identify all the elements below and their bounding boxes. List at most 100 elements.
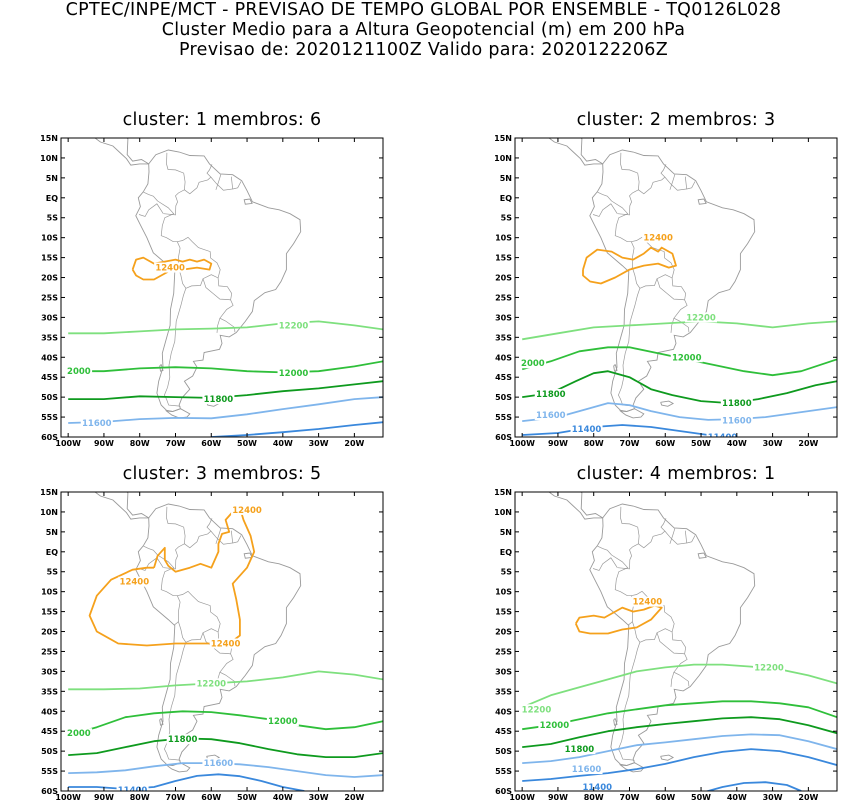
lat-label: 35S (41, 687, 58, 696)
coastline (580, 138, 603, 165)
lon-label: 60W (655, 793, 675, 802)
lat-label: 10N (494, 508, 512, 517)
coastline (589, 503, 756, 766)
contour-11800 (522, 370, 837, 404)
lat-label: 30S (41, 313, 58, 322)
lon-label: 20W (798, 793, 818, 802)
contour-label-bg (231, 504, 264, 515)
contour-11400 (522, 424, 737, 437)
country-border (617, 152, 640, 216)
lat-label: 50S (41, 747, 58, 756)
lon-label: 70W (620, 793, 640, 802)
lat-label: 45S (41, 727, 58, 736)
contour-label-bg (118, 576, 151, 587)
lat-label: 30S (495, 667, 512, 676)
panel-title: cluster: 1 membros: 6 (122, 110, 322, 130)
lat-label: 55S (495, 767, 512, 776)
lat-label: 5S (501, 568, 513, 577)
country-border (592, 557, 618, 571)
lon-label: 30W (309, 439, 329, 448)
country-border (664, 530, 688, 545)
country-border (638, 518, 667, 549)
lat-label: 60S (495, 433, 512, 442)
country-border (216, 318, 221, 333)
lat-label: 5N (500, 174, 512, 183)
country-border (597, 545, 612, 556)
map-frame (514, 491, 838, 792)
lat-label: 25S (41, 293, 58, 302)
lat-label: 10N (494, 154, 512, 163)
contour-label-bg (519, 358, 547, 369)
coastline (159, 718, 164, 726)
contour-11400 (522, 748, 837, 782)
coastline (135, 503, 302, 766)
contour-11400 (211, 421, 383, 437)
contour-12200 (521, 663, 837, 709)
cluster-panel-2: cluster: 2 membros: 3 12400 12200 2000 1200… (454, 110, 847, 450)
contour-label: 12400 (155, 264, 185, 274)
contour-label-bg (570, 424, 603, 435)
lat-label: 10N (40, 154, 58, 163)
lat-label: 25S (495, 647, 512, 656)
contour-label-bg (534, 388, 567, 399)
contour-label: 2000 (67, 367, 91, 377)
land-layer (548, 107, 756, 419)
land-layer (548, 492, 756, 773)
lat-label: 5S (501, 214, 513, 223)
coastline (580, 492, 603, 519)
country-border (143, 191, 158, 202)
country-border (664, 176, 688, 191)
coastline (122, 107, 158, 119)
contour-label: 2000 (521, 359, 545, 369)
contour-label-bg (202, 394, 235, 405)
contour-label-bg (116, 785, 149, 791)
lat-label: 15N (40, 488, 58, 497)
panel-title: cluster: 2 membros: 3 (576, 110, 776, 130)
contour-label-bg (277, 320, 310, 331)
country-border (611, 200, 635, 272)
contour-label: 11600 (204, 759, 234, 769)
contour-label: 2000 (67, 729, 91, 739)
lat-label: 20S (495, 628, 512, 637)
country-border (138, 203, 164, 217)
lat-label: 40S (495, 707, 512, 716)
contour-label: 11400 (118, 786, 148, 796)
coastline (94, 138, 149, 166)
panel-title: cluster: 3 membros: 5 (122, 464, 322, 484)
lat-label: 60S (41, 433, 58, 442)
contour-label-bg (720, 398, 753, 409)
contour-12400 (574, 604, 663, 635)
lat-label: 10S (41, 234, 58, 243)
contour-label: 11400 (572, 425, 602, 435)
lat-label: 45S (41, 373, 58, 382)
header-line-1: CPTEC/INPE/MCT - PREVISAO DE TEMPO GLOBA… (65, 0, 782, 20)
contour-label-bg (195, 678, 228, 689)
lon-label: 90W (548, 793, 568, 802)
lon-label: 30W (763, 793, 783, 802)
coastline (576, 107, 612, 119)
contour-label-bg (685, 312, 718, 323)
lat-label: 50S (495, 393, 512, 402)
contour-label-bg (520, 704, 553, 715)
country-border (232, 535, 242, 544)
contour-label: 11800 (722, 399, 752, 409)
contour-label: 11600 (572, 765, 602, 775)
contour-label: 12000 (279, 369, 309, 379)
contour-11400 (704, 781, 802, 791)
country-border (656, 277, 687, 301)
map-frame (60, 137, 384, 438)
lat-label: 55S (41, 767, 58, 776)
coastline (122, 461, 158, 473)
lat-label: 35S (41, 333, 58, 342)
country-border (143, 545, 158, 556)
contour-label-bg (65, 366, 93, 377)
lat-label: 20S (41, 274, 58, 283)
country-border (686, 181, 696, 190)
lon-label: 30W (763, 439, 783, 448)
lat-label: 55S (41, 413, 58, 422)
contour-11600 (522, 733, 837, 764)
lat-label: 60S (495, 787, 512, 796)
contour-label-bg (166, 734, 199, 745)
lon-label: 50W (691, 793, 711, 802)
contour-12400 (88, 507, 256, 647)
